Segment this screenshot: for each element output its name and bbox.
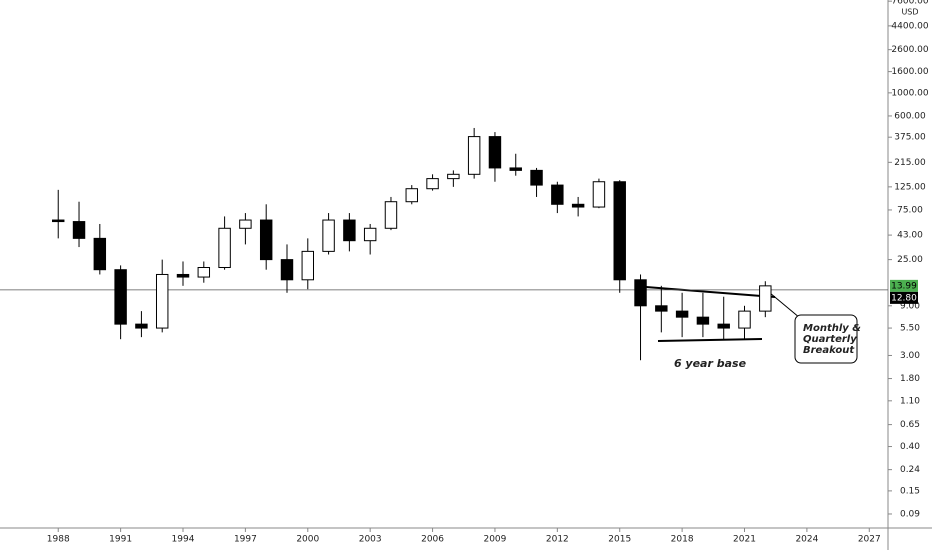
x-tick-label: 2027 xyxy=(858,535,881,545)
x-tick-label: 2009 xyxy=(483,535,506,545)
x-tick-label: 1988 xyxy=(47,535,70,545)
y-tick-label: 3.00 xyxy=(900,351,920,361)
candle-body xyxy=(571,203,585,208)
candle-body xyxy=(155,273,169,329)
level-box xyxy=(890,291,918,304)
candle-body xyxy=(426,178,439,190)
y-tick-label: 1000.00 xyxy=(891,88,928,98)
candle-body xyxy=(634,279,647,307)
candle-body xyxy=(218,227,231,268)
candle-body xyxy=(655,305,668,312)
candle-body xyxy=(343,219,356,242)
x-tick-label: 2021 xyxy=(733,535,756,545)
x-tick-label: 2015 xyxy=(608,535,631,545)
callout-pointer xyxy=(769,292,801,319)
candle-body xyxy=(592,181,606,208)
y-tick-label: 4400.00 xyxy=(891,21,928,31)
y-tick-label: 0.40 xyxy=(900,442,920,452)
y-tick-label: 25.00 xyxy=(897,255,923,265)
candle-body xyxy=(613,181,626,281)
x-tick-label: 2006 xyxy=(421,535,444,545)
candle-body xyxy=(717,323,730,329)
x-tick-label: 2018 xyxy=(671,535,694,545)
y-tick-label: 1.80 xyxy=(900,374,920,384)
x-tick-label: 2024 xyxy=(795,535,818,545)
y-tick-label: 0.24 xyxy=(900,465,920,475)
candle-body xyxy=(114,269,127,325)
candle-body xyxy=(530,169,543,186)
candle-body xyxy=(301,250,315,281)
candle-body xyxy=(738,310,751,329)
callout-text: Monthly & xyxy=(803,323,861,334)
candle-body xyxy=(675,310,689,318)
trend-line xyxy=(645,286,776,298)
y-tick-label: 1600.00 xyxy=(891,67,928,77)
x-tick-label: 2000 xyxy=(296,535,319,545)
last-price-box xyxy=(890,279,918,292)
y-tick-label: 215.00 xyxy=(894,158,926,168)
x-tick-label: 1997 xyxy=(234,535,257,545)
support-line xyxy=(657,338,763,342)
y-tick-label: 375.00 xyxy=(894,133,926,143)
candle-body xyxy=(176,273,190,278)
candle-body xyxy=(72,221,86,239)
candle-body xyxy=(259,219,273,261)
y-tick-label: 75.00 xyxy=(897,205,923,215)
candle-body xyxy=(135,323,148,329)
callout-text: Quarterly xyxy=(803,334,857,345)
candle-body xyxy=(551,184,564,205)
y-tick-label: 125.00 xyxy=(894,182,926,192)
candle-body xyxy=(759,285,772,312)
y-tick-label: 1.10 xyxy=(900,396,920,406)
x-tick-label: 2003 xyxy=(359,535,382,545)
level-label: 12.80 xyxy=(891,293,917,303)
candle-body xyxy=(322,219,335,252)
last-price-label: 13.99 xyxy=(891,281,917,291)
candle-body xyxy=(447,173,460,180)
candle-body xyxy=(467,136,481,175)
y-tick-label: 7600.00 xyxy=(891,0,928,7)
candle-body xyxy=(280,259,294,281)
y-unit: USD xyxy=(901,8,918,17)
candle-body xyxy=(239,219,252,229)
candle-body xyxy=(197,266,211,278)
candle-body xyxy=(405,188,418,203)
candle-body xyxy=(52,219,65,223)
y-tick-label: 9.00 xyxy=(900,301,920,311)
candle-body xyxy=(384,201,398,229)
y-tick-label: 5.50 xyxy=(900,324,920,334)
y-tick-label: 2600.00 xyxy=(891,45,928,55)
y-tick-label: 43.00 xyxy=(897,231,923,241)
candle-body xyxy=(509,167,522,171)
callout-box xyxy=(794,314,858,364)
y-tick-label: 600.00 xyxy=(894,111,926,121)
x-tick-label: 1994 xyxy=(172,535,195,545)
x-tick-label: 2012 xyxy=(546,535,569,545)
x-tick-label: 1991 xyxy=(109,535,132,545)
y-tick-label: 0.09 xyxy=(900,509,920,519)
candle-body xyxy=(363,227,377,242)
annotation: 6 year base xyxy=(674,357,747,370)
candle-body xyxy=(696,316,710,325)
callout-text: Breakout xyxy=(803,345,855,356)
y-tick-label: 0.65 xyxy=(900,420,920,430)
y-tick-label: 0.15 xyxy=(900,486,920,496)
candle-body xyxy=(488,136,502,169)
candle-body xyxy=(93,237,107,271)
